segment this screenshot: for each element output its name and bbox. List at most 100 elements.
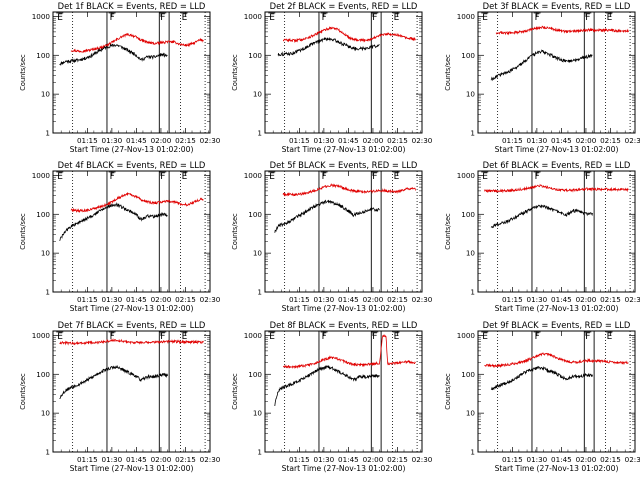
x-tick-label: 02:15 bbox=[600, 136, 621, 145]
interval-marker-label: F bbox=[160, 13, 165, 23]
x-tick-label: 02:15 bbox=[175, 136, 196, 145]
red-lld-series-line bbox=[283, 26, 416, 44]
black-events-series-line bbox=[490, 204, 593, 229]
x-tick-label: 01:30 bbox=[527, 455, 548, 464]
y-tick-label: 100 bbox=[248, 370, 262, 379]
interval-marker-label: E bbox=[394, 172, 400, 182]
interval-marker-label: F bbox=[372, 172, 377, 182]
x-tick-label: 02:30 bbox=[625, 136, 640, 145]
y-tick-label: 100 bbox=[248, 210, 262, 219]
x-tick-label: 01:15 bbox=[502, 455, 523, 464]
x-axis-title: Start Time (27-Nov-13 01:02:00) bbox=[70, 304, 194, 313]
x-tick-label: 01:45 bbox=[126, 455, 147, 464]
y-axis-title: Counts/sec bbox=[19, 373, 27, 410]
x-tick-label: 02:00 bbox=[363, 295, 384, 304]
interval-marker-label: E bbox=[182, 332, 188, 342]
x-tick-label: 01:30 bbox=[314, 455, 335, 464]
y-axis-title: Counts/sec bbox=[231, 213, 239, 250]
x-tick-label: 01:30 bbox=[314, 295, 335, 304]
x-tick-label: 02:00 bbox=[576, 295, 597, 304]
y-tick-label: 1000 bbox=[244, 171, 263, 180]
y-axis-title: Counts/sec bbox=[444, 213, 452, 250]
y-tick-label: 100 bbox=[461, 51, 475, 60]
x-tick-label: 02:15 bbox=[387, 295, 408, 304]
interval-marker-label: F bbox=[535, 13, 540, 23]
y-tick-label: 100 bbox=[461, 370, 475, 379]
y-axis-title: Counts/sec bbox=[19, 213, 27, 250]
interval-marker-label: F bbox=[372, 332, 377, 342]
interval-marker-label: E bbox=[607, 332, 613, 342]
y-tick-label: 10 bbox=[466, 249, 476, 258]
x-tick-label: 01:45 bbox=[551, 455, 572, 464]
interval-marker-label: F bbox=[160, 332, 165, 342]
interval-marker-label: E bbox=[269, 332, 275, 342]
y-tick-label: 1000 bbox=[32, 12, 51, 21]
detector-panel-5: Det 5f BLACK = Events, RED = LLD 1 10 100 10… bbox=[231, 160, 433, 313]
black-events-series-line bbox=[490, 49, 593, 82]
y-tick-label: 1 bbox=[257, 288, 262, 297]
interval-marker-label: F bbox=[160, 172, 165, 182]
plot-frame bbox=[477, 11, 636, 134]
interval-marker-label: E bbox=[269, 13, 275, 23]
x-tick-label: 02:30 bbox=[625, 295, 640, 304]
interval-marker-label: F bbox=[535, 332, 540, 342]
interval-marker-label: F bbox=[322, 13, 327, 23]
x-tick-label: 02:00 bbox=[151, 455, 172, 464]
x-tick-label: 02:15 bbox=[600, 455, 621, 464]
y-tick-label: 1 bbox=[470, 448, 475, 457]
detector-panel-4: Det 4f BLACK = Events, RED = LLD 1 10 100 10… bbox=[19, 160, 221, 313]
red-lld-series-line bbox=[283, 334, 416, 369]
interval-marker-label: F bbox=[322, 172, 327, 182]
x-tick-label: 02:00 bbox=[151, 295, 172, 304]
y-tick-label: 1 bbox=[45, 448, 50, 457]
panel-title: Det 5f BLACK = Events, RED = LLD bbox=[270, 160, 418, 170]
interval-marker-label: E bbox=[269, 172, 275, 182]
interval-marker-label: F bbox=[585, 332, 590, 342]
red-lld-series-line bbox=[59, 338, 204, 346]
y-axis-title: Counts/sec bbox=[231, 54, 239, 91]
y-tick-label: 100 bbox=[36, 51, 50, 60]
plot-frame bbox=[52, 330, 211, 453]
x-tick-label: 01:30 bbox=[314, 136, 335, 145]
panel-title: Det 8f BLACK = Events, RED = LLD bbox=[270, 320, 418, 330]
x-tick-label: 01:45 bbox=[126, 295, 147, 304]
y-tick-label: 1 bbox=[45, 129, 50, 138]
detector-panel-6: Det 6f BLACK = Events, RED = LLD 1 10 100 10… bbox=[444, 160, 640, 313]
y-tick-label: 1000 bbox=[457, 12, 476, 21]
y-tick-label: 1 bbox=[257, 448, 262, 457]
y-tick-label: 100 bbox=[461, 210, 475, 219]
y-tick-label: 1 bbox=[257, 129, 262, 138]
red-lld-series-line bbox=[282, 183, 416, 197]
interval-marker-label: F bbox=[110, 172, 115, 182]
x-tick-label: 02:00 bbox=[151, 136, 172, 145]
x-tick-label: 01:15 bbox=[289, 136, 310, 145]
x-tick-label: 01:15 bbox=[289, 295, 310, 304]
x-tick-label: 01:15 bbox=[289, 455, 310, 464]
y-tick-label: 1 bbox=[45, 288, 50, 297]
x-tick-label: 01:15 bbox=[77, 295, 98, 304]
y-tick-label: 10 bbox=[41, 249, 51, 258]
interval-marker-label: E bbox=[394, 332, 400, 342]
panel-title: Det 4f BLACK = Events, RED = LLD bbox=[58, 160, 206, 170]
y-tick-label: 10 bbox=[253, 409, 263, 418]
y-tick-label: 1000 bbox=[457, 331, 476, 340]
y-axis-title: Counts/sec bbox=[444, 54, 452, 91]
panel-title: Det 6f BLACK = Events, RED = LLD bbox=[483, 160, 631, 170]
interval-marker-label: F bbox=[585, 172, 590, 182]
x-tick-label: 01:45 bbox=[338, 136, 359, 145]
x-tick-label: 02:30 bbox=[412, 295, 433, 304]
y-tick-label: 10 bbox=[466, 409, 476, 418]
x-axis-title: Start Time (27-Nov-13 01:02:00) bbox=[282, 145, 406, 154]
y-tick-label: 1 bbox=[470, 129, 475, 138]
x-axis-title: Start Time (27-Nov-13 01:02:00) bbox=[70, 145, 194, 154]
red-lld-series-line bbox=[70, 32, 204, 53]
x-tick-label: 02:15 bbox=[175, 295, 196, 304]
y-tick-label: 100 bbox=[248, 51, 262, 60]
x-tick-label: 01:30 bbox=[527, 295, 548, 304]
x-tick-label: 01:30 bbox=[527, 136, 548, 145]
x-tick-label: 01:45 bbox=[338, 295, 359, 304]
red-lld-series-line bbox=[495, 25, 629, 36]
x-tick-label: 02:15 bbox=[600, 295, 621, 304]
x-tick-label: 01:45 bbox=[338, 455, 359, 464]
